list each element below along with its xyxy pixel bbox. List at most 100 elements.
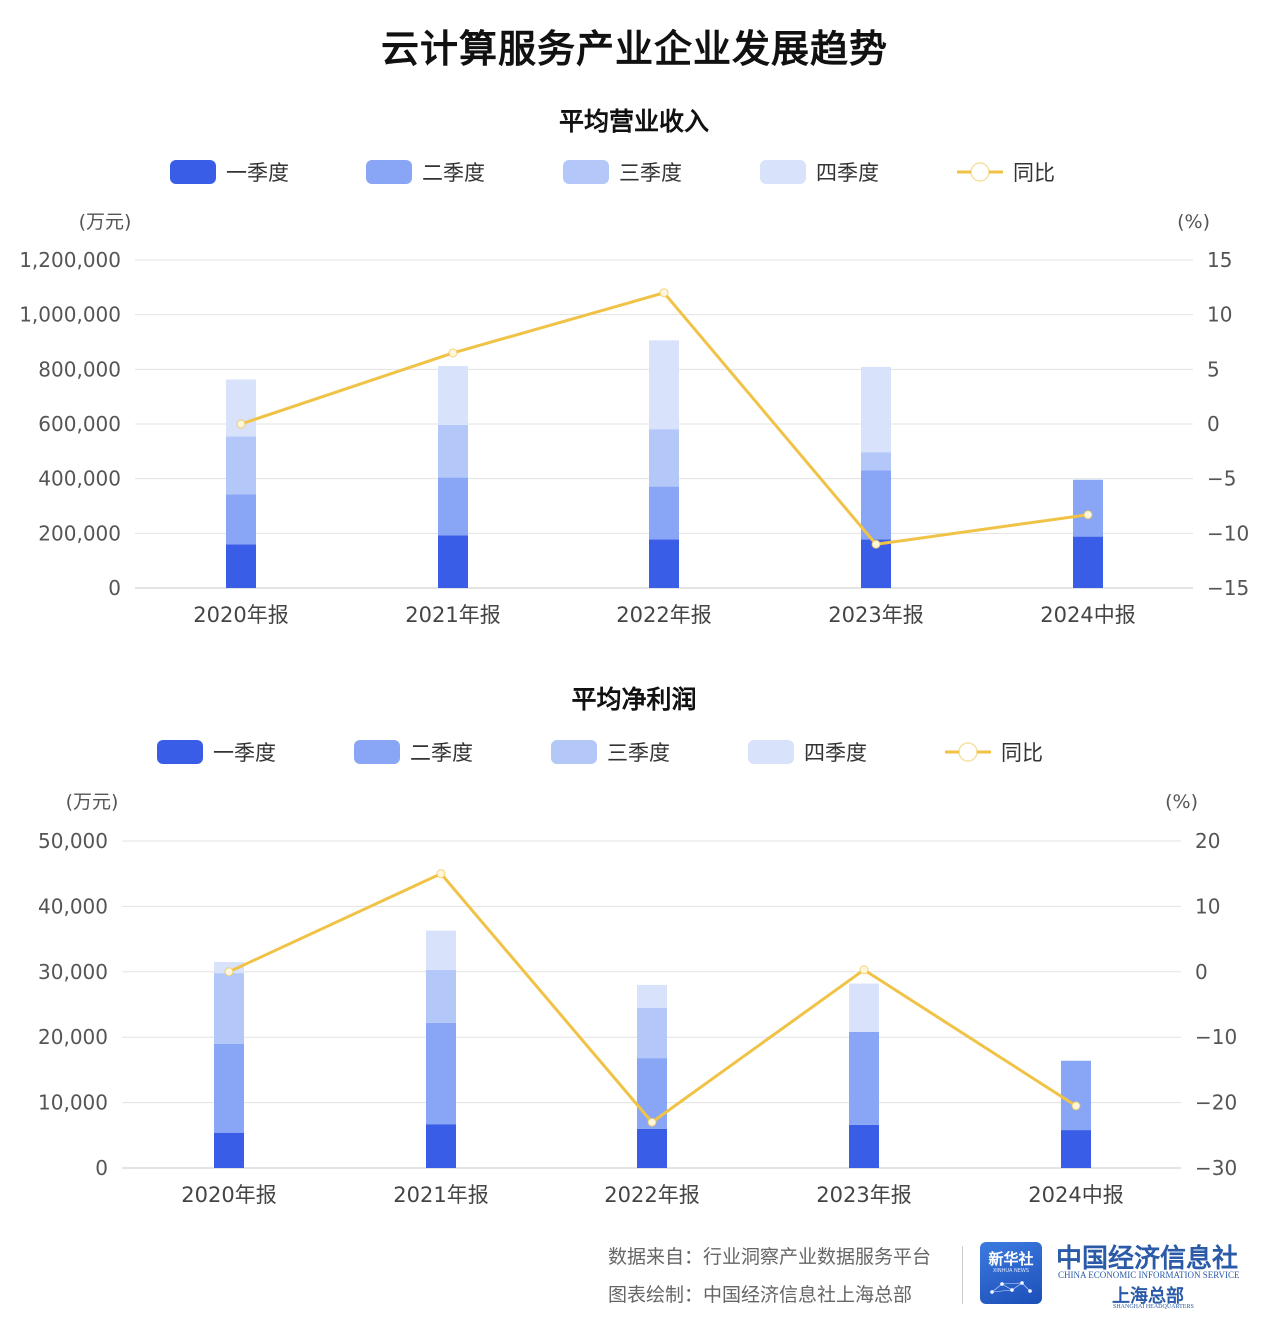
cei-sh-cn: 上海总部 <box>1112 1286 1184 1307</box>
bar-q3 <box>438 424 468 478</box>
legend-label-yoy: 同比 <box>1013 161 1055 185</box>
legend-label-q4: 四季度 <box>804 741 867 765</box>
y-axis-unit-left: (万元) <box>79 211 132 233</box>
bar-q4 <box>649 340 679 430</box>
legend-swatch-q4 <box>760 160 806 184</box>
x-tick-label: 2021年报 <box>393 1183 488 1207</box>
legend-label-q1: 一季度 <box>226 161 289 185</box>
y-axis-unit-right: (%) <box>1165 791 1198 813</box>
yoy-point <box>448 348 458 358</box>
bar-q4 <box>438 366 468 425</box>
cei-sh-en: SHANGHAI HEADQUARTERS <box>1113 1304 1194 1310</box>
bar-q3 <box>426 969 456 1023</box>
y-tick-label-right: −20 <box>1195 1091 1237 1115</box>
bar-q2 <box>1061 1060 1091 1131</box>
y-tick-label-left: 50,000 <box>38 829 108 853</box>
bar-q2 <box>214 1043 244 1133</box>
legend-label-q3: 三季度 <box>619 161 682 185</box>
legend-marker-yoy <box>970 162 990 182</box>
legend-label-q4: 四季度 <box>816 161 879 185</box>
data-source: 数据来自：行业洞察产业数据服务平台 <box>608 1246 932 1268</box>
yoy-point <box>659 288 669 298</box>
y-axis-unit-right: (%) <box>1177 211 1210 233</box>
legend-swatch-q3 <box>551 740 597 764</box>
chart-title: 平均净利润 <box>571 685 696 714</box>
bar-q2 <box>649 486 679 540</box>
legend-label-q2: 二季度 <box>410 741 473 765</box>
x-tick-label: 2023年报 <box>828 603 923 627</box>
legend-swatch-q1 <box>157 740 203 764</box>
cei-logo-en: CHINA ECONOMIC INFORMATION SERVICE <box>1058 1270 1240 1280</box>
bar-q1 <box>637 1128 667 1168</box>
network-icon <box>990 1281 1032 1294</box>
bar-q1 <box>1073 536 1103 588</box>
x-tick-label: 2020年报 <box>181 1183 276 1207</box>
y-tick-label-left: 200,000 <box>38 521 121 545</box>
bar-q3 <box>226 436 256 495</box>
legend-label-q3: 三季度 <box>607 741 670 765</box>
bar-q1 <box>849 1124 879 1168</box>
y-tick-label-left: 10,000 <box>38 1091 108 1115</box>
y-tick-label-left: 40,000 <box>38 894 108 918</box>
x-tick-label: 2024中报 <box>1028 1183 1123 1207</box>
drawn-by: 图表绘制：中国经济信息社上海总部 <box>608 1284 913 1306</box>
footer: 数据来自：行业洞察产业数据服务平台 图表绘制：中国经济信息社上海总部 新华社 X… <box>0 1232 1269 1322</box>
yoy-point <box>647 1117 657 1127</box>
y-tick-label-right: 10 <box>1195 894 1220 918</box>
yoy-point <box>871 539 881 549</box>
legend-label-q2: 二季度 <box>422 161 485 185</box>
bar-q1 <box>1061 1130 1091 1168</box>
bar-q3 <box>861 452 891 471</box>
bar-q4 <box>861 366 891 453</box>
yoy-point <box>436 869 446 879</box>
y-tick-label-left: 600,000 <box>38 412 121 436</box>
bar-q4 <box>849 983 879 1032</box>
bar-q2 <box>637 1058 667 1129</box>
xinhua-logo-subtext: XINHUA NEWS <box>992 1268 1030 1274</box>
yoy-point <box>224 967 234 977</box>
y-tick-label-left: 400,000 <box>38 467 121 491</box>
y-tick-label-left: 30,000 <box>38 960 108 984</box>
y-tick-label-right: −10 <box>1207 521 1249 545</box>
y-tick-label-right: 0 <box>1195 960 1208 984</box>
xinhua-logo-text: 新华社 <box>988 1250 1034 1268</box>
main-title: 云计算服务产业企业发展趋势 <box>380 27 888 71</box>
legend-swatch-q2 <box>354 740 400 764</box>
legend-marker-yoy <box>958 742 978 762</box>
bar-q3 <box>637 1007 667 1059</box>
bar-q2 <box>426 1022 456 1125</box>
bar-q3 <box>649 429 679 487</box>
y-tick-label-right: −10 <box>1195 1025 1237 1049</box>
bar-q1 <box>426 1124 456 1168</box>
bar-q4 <box>426 930 456 970</box>
x-tick-label: 2020年报 <box>193 603 288 627</box>
bar-q1 <box>226 544 256 588</box>
x-tick-label: 2022年报 <box>604 1183 699 1207</box>
x-tick-label: 2024中报 <box>1040 603 1135 627</box>
y-tick-label-right: −5 <box>1207 467 1236 491</box>
legend-swatch-q3 <box>563 160 609 184</box>
x-tick-label: 2021年报 <box>405 603 500 627</box>
yoy-point <box>859 965 869 975</box>
bar-q2 <box>438 477 468 536</box>
legend-label-q1: 一季度 <box>213 741 276 765</box>
bar-q3 <box>214 973 244 1044</box>
y-tick-label-right: 0 <box>1207 412 1220 436</box>
y-tick-label-right: −15 <box>1207 576 1249 600</box>
y-tick-label-left: 0 <box>95 1156 108 1180</box>
bar-q1 <box>214 1132 244 1168</box>
legend-swatch-q1 <box>170 160 216 184</box>
y-tick-label-right: −30 <box>1195 1156 1237 1180</box>
y-tick-label-left: 1,000,000 <box>19 303 121 327</box>
bar-q2 <box>861 470 891 540</box>
y-tick-label-left: 20,000 <box>38 1025 108 1049</box>
bar-q4 <box>637 984 667 1008</box>
legend-swatch-q4 <box>748 740 794 764</box>
footer-divider <box>962 1246 963 1304</box>
y-tick-label-right: 10 <box>1207 303 1232 327</box>
yoy-point <box>1071 1101 1081 1111</box>
bar-q2 <box>849 1031 879 1125</box>
x-tick-label: 2022年报 <box>616 603 711 627</box>
